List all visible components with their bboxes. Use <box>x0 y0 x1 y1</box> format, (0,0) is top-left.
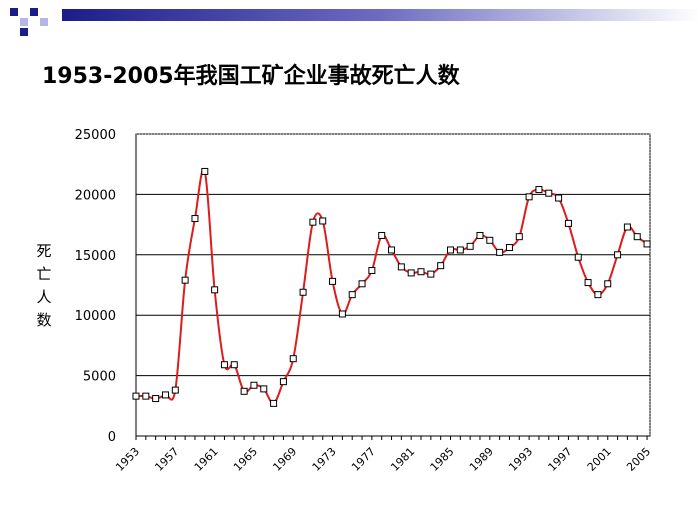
data-point <box>407 269 415 277</box>
x-tick-label: 1965 <box>231 445 260 474</box>
data-point <box>142 392 150 400</box>
line-chart: 25000 20000 15000 10000 5000 0 死亡人数 1953 1957 196… <box>32 108 666 488</box>
x-tick-label: 1989 <box>467 445 496 474</box>
data-point <box>279 378 287 386</box>
data-point <box>574 253 582 261</box>
x-tick-label: 1993 <box>506 445 535 474</box>
data-point <box>388 246 396 254</box>
data-point <box>643 240 651 248</box>
data-point <box>427 270 435 278</box>
x-tick-label: 2005 <box>624 445 653 474</box>
data-point <box>476 231 484 239</box>
y-tick-label: 10000 <box>75 309 116 324</box>
data-point <box>240 387 248 395</box>
data-point <box>466 242 474 250</box>
data-point <box>623 223 631 231</box>
y-tick-label: 0 <box>108 430 116 445</box>
plot-frame <box>135 133 651 437</box>
header-decoration <box>0 0 700 40</box>
data-point <box>417 268 425 276</box>
data-point <box>250 381 258 389</box>
x-tick-label: 1997 <box>546 445 575 474</box>
y-tick-label: 5000 <box>83 370 116 385</box>
data-point <box>289 355 297 363</box>
data-point <box>319 217 327 225</box>
data-point <box>496 248 504 256</box>
data-point <box>505 244 513 252</box>
data-point <box>545 189 553 197</box>
decor-square <box>40 18 48 26</box>
data-point <box>181 276 189 284</box>
data-point <box>152 395 160 403</box>
data-point <box>211 286 219 294</box>
data-point <box>220 361 228 369</box>
x-tick-label: 1957 <box>152 445 181 474</box>
data-point <box>535 186 543 194</box>
x-tick-label: 1973 <box>310 445 339 474</box>
header-gradient-band <box>62 9 700 21</box>
slide-title: 1953-2005年我国工矿企业事故死亡人数 <box>42 64 460 89</box>
data-point <box>270 399 278 407</box>
decor-square <box>10 8 18 16</box>
data-point <box>525 193 533 201</box>
decor-square <box>20 28 28 36</box>
y-axis-label-char: 人 <box>36 288 51 306</box>
data-point <box>564 219 572 227</box>
data-point <box>358 280 366 288</box>
x-tick-label: 1953 <box>113 445 142 474</box>
data-point <box>171 386 179 394</box>
x-tick-label: 1985 <box>428 445 457 474</box>
x-tick-label: 1977 <box>349 445 378 474</box>
data-point <box>191 215 199 223</box>
data-point <box>594 291 602 299</box>
data-point <box>132 392 140 400</box>
data-point <box>161 391 169 399</box>
data-point <box>604 280 612 288</box>
data-point <box>378 231 386 239</box>
data-point <box>515 233 523 241</box>
x-tick-label: 2001 <box>585 445 614 474</box>
data-point <box>456 246 464 254</box>
data-point <box>201 167 209 175</box>
data-point <box>309 218 317 226</box>
data-point <box>446 246 454 254</box>
data-point <box>368 267 376 275</box>
data-point <box>299 288 307 296</box>
data-point <box>338 310 346 318</box>
data-point <box>437 262 445 270</box>
chart-svg: 25000 20000 15000 10000 5000 0 死亡人数 1953 1957 196… <box>36 128 653 474</box>
y-tick-label: 25000 <box>75 128 116 143</box>
y-axis-label-char: 数 <box>36 311 51 329</box>
data-point <box>633 233 641 241</box>
x-tick-label: 1961 <box>192 445 221 474</box>
decor-square <box>30 8 38 16</box>
decor-square <box>20 18 28 26</box>
y-tick-label: 20000 <box>75 188 116 203</box>
data-point <box>230 361 238 369</box>
data-point <box>397 263 405 271</box>
data-point <box>486 236 494 244</box>
x-tick-label: 1981 <box>388 445 417 474</box>
x-tick-label: 1969 <box>270 445 299 474</box>
data-point <box>260 385 268 393</box>
data-point <box>348 291 356 299</box>
data-point <box>555 194 563 202</box>
y-axis-label-char: 死 <box>36 242 51 260</box>
y-tick-label: 15000 <box>75 249 116 264</box>
y-axis-label-char: 亡 <box>36 265 51 283</box>
data-point <box>329 277 337 285</box>
data-point <box>584 279 592 287</box>
data-point <box>614 251 622 259</box>
